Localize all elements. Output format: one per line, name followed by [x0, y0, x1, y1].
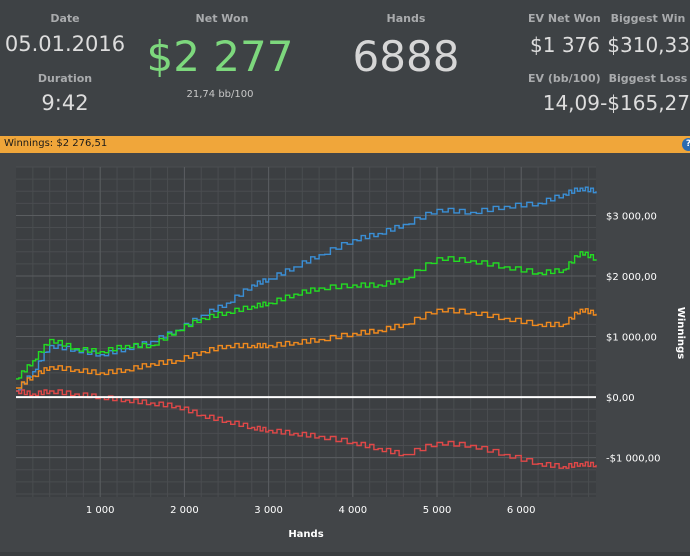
net-won-label: Net Won — [195, 12, 249, 25]
series-line-1 — [16, 251, 597, 380]
y-tick-labels: $3 000,00 $2 000,00 $1 000,00 $0,00 -$1 000,… — [606, 211, 661, 464]
ev-bb100-value: 14,09 — [542, 91, 600, 115]
x-tick-label: 4 000 — [338, 505, 367, 516]
ev-net-won-value: $1 376 — [530, 33, 600, 57]
winnings-title-bar: Winnings: $2 276,51 ? — [0, 136, 690, 153]
net-won-value: $2 277 — [146, 32, 294, 81]
hands-label: Hands — [386, 12, 426, 25]
x-tick-label: 3 000 — [254, 505, 283, 516]
x-axis-label: Hands — [288, 529, 323, 540]
biggest-loss-label: Biggest Loss — [608, 72, 688, 85]
y-tick-label: -$1 000,00 — [606, 454, 661, 465]
x-tick-label: 6 000 — [507, 505, 536, 516]
duration-label: Duration — [37, 72, 93, 85]
y-tick-label: $2 000,00 — [606, 272, 657, 283]
duration-value: 9:42 — [41, 91, 89, 115]
plot-area — [16, 167, 596, 497]
biggest-win-value: $310,33 — [607, 33, 690, 57]
stats-panel: Date 05.01.2016 Duration 9:42 Net Won $2… — [0, 0, 690, 136]
x-tick-label: 1 000 — [86, 505, 115, 516]
x-tick-label: 5 000 — [423, 505, 452, 516]
x-tick-label: 2 000 — [170, 505, 199, 516]
date-label: Date — [50, 12, 80, 25]
hands-value: 6888 — [352, 32, 460, 81]
biggest-win-label: Biggest Win — [610, 12, 686, 25]
winnings-chart-svg: 1 000 2 000 3 000 4 000 5 000 6 000 $3 000,00… — [16, 166, 686, 540]
winnings-title: Winnings: $2 276,51 — [4, 138, 108, 149]
biggest-loss-value: -$165,27 — [600, 91, 690, 115]
y-tick-label: $0,00 — [606, 393, 635, 404]
ev-bb100-label: EV (bb/100) — [528, 72, 601, 85]
help-icon[interactable]: ? — [682, 138, 690, 151]
x-tick-labels: 1 000 2 000 3 000 4 000 5 000 6 000 — [86, 505, 536, 516]
y-tick-label: $3 000,00 — [606, 211, 657, 222]
series-layer — [16, 186, 597, 469]
y-tick-label: $1 000,00 — [606, 333, 657, 344]
winnings-chart: 1 000 2 000 3 000 4 000 5 000 6 000 $3 000,00… — [0, 153, 690, 552]
y-axis-label: Winnings — [675, 307, 686, 359]
date-value: 05.01.2016 — [4, 32, 126, 56]
series-line-2 — [16, 307, 597, 389]
net-won-bb100: 21,74 bb/100 — [186, 89, 254, 100]
ev-net-won-label: EV Net Won — [528, 12, 601, 25]
